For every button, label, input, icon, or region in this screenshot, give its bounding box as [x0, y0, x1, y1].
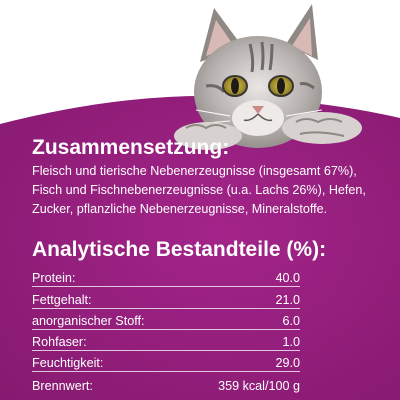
- table-row: Brennwert: 359 kcal/100 g: [32, 372, 300, 393]
- table-row: anorganischer Stoff: 6.0: [32, 309, 300, 330]
- purple-panel: [0, 95, 400, 400]
- table-row: Feuchtigkeit: 29.0: [32, 351, 300, 373]
- row-value: 359 kcal/100 g: [218, 378, 300, 393]
- row-label: Rohfaser:: [32, 335, 87, 350]
- row-label: Fettgehalt:: [32, 292, 92, 307]
- row-label: Protein:: [32, 271, 76, 286]
- row-label: Feuchtigkeit:: [32, 356, 104, 371]
- analysis-title: Analytische Bestandteile (%):: [32, 238, 327, 261]
- composition-title: Zusammensetzung:: [32, 136, 230, 159]
- row-value: 1.0: [282, 335, 300, 350]
- row-value: 6.0: [282, 313, 300, 328]
- row-label: anorganischer Stoff:: [32, 313, 145, 328]
- row-value: 29.0: [275, 356, 300, 371]
- composition-text: Fleisch und tierische Nebenerzeugnisse (…: [32, 164, 366, 216]
- row-value: 21.0: [275, 292, 300, 307]
- table-row: Fettgehalt: 21.0: [32, 287, 300, 309]
- row-label: Brennwert:: [32, 378, 93, 393]
- analysis-table: Protein: 40.0 Fettgehalt: 21.0 anorganis…: [32, 266, 300, 394]
- cat-image: [174, 4, 362, 150]
- row-value: 40.0: [275, 271, 300, 286]
- table-row: Protein: 40.0: [32, 266, 300, 288]
- table-row: Rohfaser: 1.0: [32, 330, 300, 352]
